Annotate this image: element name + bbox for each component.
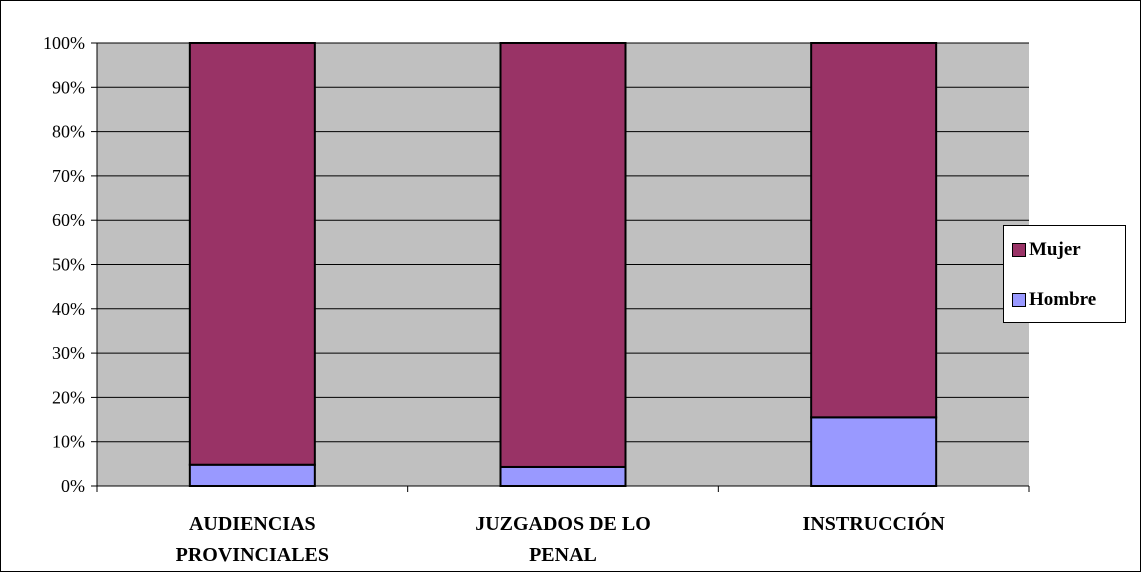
x-tick-label-line: PENAL	[529, 544, 597, 566]
legend: Mujer Hombre	[1003, 225, 1126, 323]
y-tick-label: 60%	[52, 210, 85, 230]
x-tick-label-line: AUDIENCIAS	[189, 513, 316, 535]
legend-item-mujer: Mujer	[1012, 239, 1081, 260]
bar-hombre-0	[188, 463, 316, 487]
legend-item-hombre: Hombre	[1012, 289, 1097, 310]
y-tick-label: 0%	[61, 476, 85, 496]
y-tick-label: 40%	[52, 299, 85, 319]
bar-hombre-1	[499, 465, 627, 487]
bar-mujer-2	[810, 42, 938, 419]
legend-swatch-hombre	[1012, 293, 1026, 307]
x-tick-label: INSTRUCCIÓN	[803, 511, 946, 535]
x-tick-label-line: JUZGADOS DE LO	[475, 513, 651, 535]
y-tick-label: 50%	[52, 255, 85, 275]
y-tick-label: 90%	[52, 77, 85, 97]
legend-label-mujer: Mujer	[1029, 239, 1081, 260]
x-tick-labels: AUDIENCIAS PROVINCIALES JUZGADOS DE LO PENA…	[176, 511, 946, 566]
y-tick-labels: 0% 10% 20% 30% 40% 50% 60% 70% 80% 90% 100%	[43, 33, 85, 496]
bar-mujer-1	[499, 42, 627, 468]
y-tick-label: 80%	[52, 122, 85, 142]
y-tick-label: 100%	[43, 33, 85, 53]
bars	[188, 42, 938, 487]
axes	[91, 42, 1030, 492]
legend-swatch-mujer	[1012, 243, 1026, 257]
y-tick-label: 70%	[52, 166, 85, 186]
bar-hombre-2	[810, 416, 938, 487]
x-tick-label-line: PROVINCIALES	[176, 544, 329, 566]
bar-mujer-0	[188, 42, 316, 466]
x-tick-label: JUZGADOS DE LO PENAL	[475, 513, 651, 566]
legend-label-hombre: Hombre	[1029, 289, 1097, 310]
y-tick-label: 10%	[52, 432, 85, 452]
x-tick-label: AUDIENCIAS PROVINCIALES	[176, 513, 329, 566]
y-tick-label: 30%	[52, 343, 85, 363]
x-tick-label-line: INSTRUCCIÓN	[803, 511, 946, 535]
y-tick-label: 20%	[52, 387, 85, 407]
